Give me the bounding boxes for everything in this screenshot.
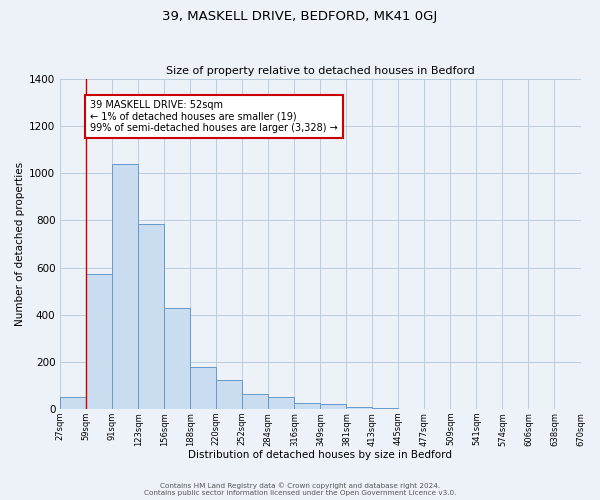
Text: 39 MASKELL DRIVE: 52sqm
← 1% of detached houses are smaller (19)
99% of semi-det: 39 MASKELL DRIVE: 52sqm ← 1% of detached… [90,100,338,134]
Bar [164,308,190,409]
Bar [112,164,139,409]
Y-axis label: Number of detached properties: Number of detached properties [15,162,25,326]
Bar [242,394,268,409]
Bar [268,398,295,409]
Bar [60,398,86,409]
Bar [139,224,164,409]
Bar [320,404,346,409]
Bar [86,274,112,409]
Bar [295,403,320,409]
Bar [373,408,398,409]
Text: Contains HM Land Registry data © Crown copyright and database right 2024.: Contains HM Land Registry data © Crown c… [160,482,440,489]
X-axis label: Distribution of detached houses by size in Bedford: Distribution of detached houses by size … [188,450,452,460]
Bar [346,406,373,409]
Title: Size of property relative to detached houses in Bedford: Size of property relative to detached ho… [166,66,475,76]
Bar [217,380,242,409]
Bar [190,366,217,409]
Text: Contains public sector information licensed under the Open Government Licence v3: Contains public sector information licen… [144,490,456,496]
Text: 39, MASKELL DRIVE, BEDFORD, MK41 0GJ: 39, MASKELL DRIVE, BEDFORD, MK41 0GJ [163,10,437,23]
